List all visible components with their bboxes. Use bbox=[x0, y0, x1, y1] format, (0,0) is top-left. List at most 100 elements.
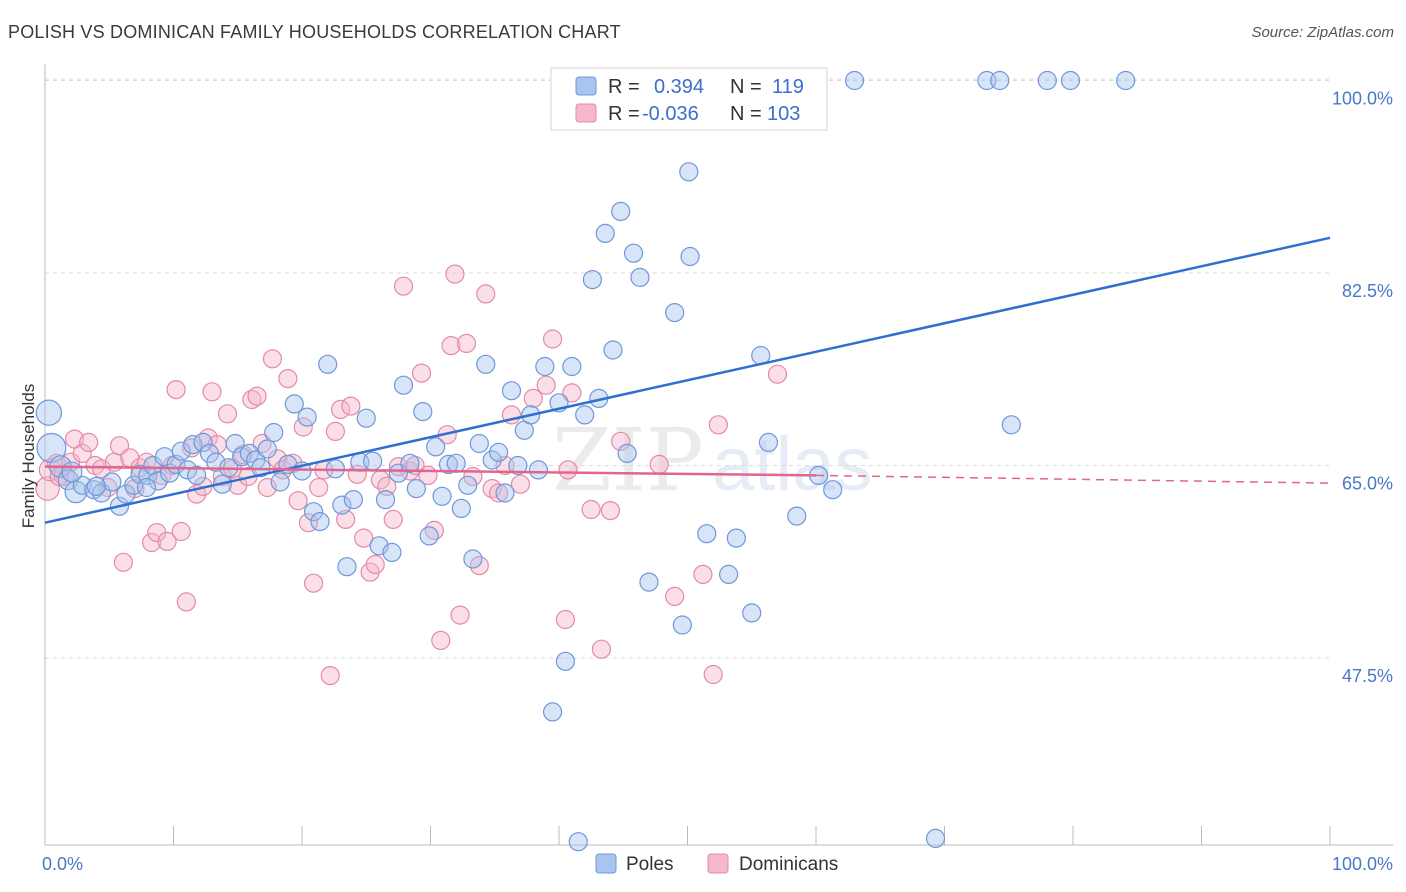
y-tick-label: 65.0% bbox=[1342, 474, 1393, 494]
trend-lines bbox=[44, 236, 1331, 524]
y-axis-title: Family Households bbox=[19, 384, 38, 529]
poles-point bbox=[426, 437, 446, 457]
dominicans-point bbox=[171, 521, 191, 542]
dominicans-point bbox=[278, 369, 298, 389]
poles-point bbox=[1060, 70, 1081, 91]
poles-point bbox=[758, 432, 779, 452]
watermark: ZIP atlas bbox=[552, 411, 873, 511]
dominicans-point bbox=[555, 609, 576, 630]
poles-point bbox=[400, 453, 420, 473]
dominicans-point bbox=[591, 639, 612, 659]
poles-point bbox=[446, 453, 466, 473]
poles-point bbox=[787, 506, 807, 526]
poles-point bbox=[419, 526, 439, 546]
poles-point bbox=[171, 441, 191, 461]
dominicans-point bbox=[365, 554, 385, 575]
poles-point bbox=[679, 162, 699, 182]
dominicans-point bbox=[157, 531, 177, 552]
poles-point bbox=[463, 549, 483, 569]
poles-point bbox=[482, 450, 502, 470]
legend-n-value-poles: 119 bbox=[772, 76, 804, 98]
poles-point bbox=[582, 270, 603, 290]
poles-point bbox=[458, 475, 478, 495]
dominicans-point bbox=[166, 380, 186, 400]
poles-point bbox=[680, 246, 700, 267]
poles-point bbox=[489, 442, 509, 462]
poles-point bbox=[639, 572, 659, 592]
poles-point bbox=[187, 465, 207, 485]
dominicans-point bbox=[217, 404, 238, 424]
axes: 47.5% 65.0% 82.5% 100.0% 0.0% 100.0% bbox=[42, 64, 1393, 874]
poles-point bbox=[595, 223, 615, 243]
dominicans-point bbox=[424, 520, 444, 541]
bottom-legend-dominicans-label: Dominicans bbox=[739, 854, 838, 875]
poles-point bbox=[136, 477, 157, 498]
dominicans-point bbox=[456, 333, 477, 353]
poles-point bbox=[844, 70, 865, 91]
dominicans-point bbox=[202, 382, 222, 402]
poles-point bbox=[501, 381, 522, 401]
bottom-legend-dominicans-swatch bbox=[707, 853, 729, 874]
poles-point bbox=[1001, 415, 1021, 435]
bottom-legend-poles-swatch bbox=[595, 853, 617, 874]
poles-point bbox=[451, 498, 471, 518]
poles-point bbox=[393, 375, 414, 395]
poles-point bbox=[270, 472, 290, 492]
dominicans-point bbox=[242, 389, 262, 410]
poles-point bbox=[356, 408, 376, 428]
poles-point bbox=[630, 267, 650, 287]
dominicans-point bbox=[767, 364, 788, 384]
poles-point bbox=[495, 483, 515, 503]
legend-r-label-poles: R = bbox=[608, 76, 640, 98]
dominicans-point bbox=[431, 630, 451, 651]
bottom-legend: Poles Dominicans bbox=[595, 853, 838, 875]
poles-point bbox=[469, 433, 489, 454]
poles-point bbox=[61, 461, 83, 483]
x-tick-label-max: 100.0% bbox=[1332, 854, 1393, 874]
watermark-zip: ZIP bbox=[552, 411, 704, 511]
poles-point bbox=[726, 528, 746, 548]
poles-point bbox=[382, 542, 402, 563]
legend-n-label-poles: N = bbox=[730, 76, 762, 98]
poles-point bbox=[575, 405, 595, 425]
poles-point bbox=[406, 479, 426, 499]
poles-point bbox=[318, 354, 338, 374]
top-legend: R = 0.394 N = 119 R = -0.036 N = 103 bbox=[550, 67, 828, 131]
dominicans-point bbox=[510, 474, 531, 494]
dominicans-point bbox=[341, 396, 361, 416]
legend-r-label-dominicans: R = bbox=[608, 103, 640, 125]
dominicans-point bbox=[536, 375, 556, 395]
poles-point bbox=[603, 340, 623, 360]
bottom-legend-poles-label: Poles bbox=[626, 854, 674, 875]
dominicans-point bbox=[703, 664, 723, 685]
poles-point bbox=[178, 460, 198, 480]
poles-point bbox=[535, 356, 555, 377]
dominicans-point bbox=[325, 421, 346, 441]
legend-r-value-poles: 0.394 bbox=[654, 76, 704, 98]
poles-point bbox=[257, 439, 277, 459]
poles-trend-line bbox=[44, 236, 1331, 524]
poles-point bbox=[555, 651, 576, 671]
dominicans-point bbox=[72, 443, 92, 463]
poles-point bbox=[375, 490, 396, 510]
dominicans-point bbox=[649, 454, 669, 474]
dominicans-point bbox=[600, 501, 621, 521]
y-tick-label: 82.5% bbox=[1342, 281, 1393, 301]
dominicans-point bbox=[611, 431, 631, 451]
dominicans-point bbox=[252, 433, 272, 454]
poles-point bbox=[363, 451, 383, 471]
poles-point bbox=[528, 460, 549, 480]
poles-point bbox=[719, 564, 739, 585]
dominicans-point bbox=[450, 605, 470, 625]
poles-points bbox=[35, 70, 1136, 852]
dominicans-point bbox=[441, 336, 461, 356]
dominicans-point bbox=[562, 383, 582, 403]
chart-title: POLISH VS DOMINICAN FAMILY HOUSEHOLDS CO… bbox=[8, 22, 621, 42]
y-tick-label: 100.0% bbox=[1332, 89, 1393, 109]
dominicans-point bbox=[693, 564, 713, 585]
poles-point bbox=[337, 557, 357, 577]
poles-point bbox=[925, 828, 946, 849]
poles-point bbox=[438, 454, 459, 474]
dominicans-point bbox=[581, 499, 601, 520]
dominicans-point bbox=[330, 399, 351, 419]
